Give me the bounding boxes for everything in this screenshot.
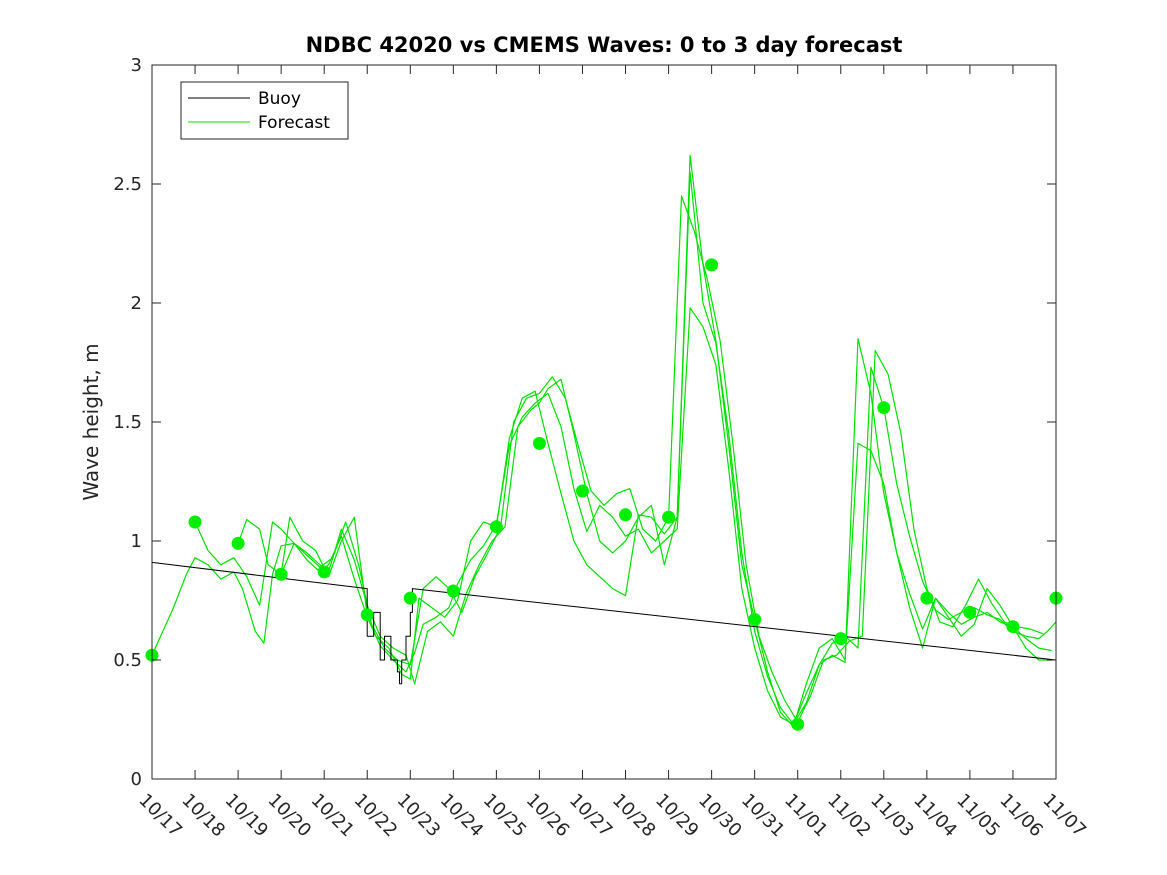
observation-marker <box>920 591 934 605</box>
y-tick-label: 0.5 <box>113 650 142 671</box>
observation-marker <box>877 401 891 415</box>
observation-marker <box>791 717 805 731</box>
y-tick-label: 2.5 <box>113 174 142 195</box>
observation-marker <box>619 508 632 522</box>
buoy-series-line <box>151 561 1057 685</box>
legend-buoy-label: Buoy <box>258 89 301 109</box>
observation-marker <box>532 436 546 450</box>
legend-box <box>180 81 349 140</box>
y-axis-label: Wave height, m <box>79 343 103 500</box>
observation-marker <box>360 608 374 622</box>
observation-marker <box>317 565 331 579</box>
observation-marker <box>231 536 245 550</box>
observation-marker <box>489 520 503 534</box>
observation-marker <box>662 510 676 524</box>
marker-layer <box>145 258 1063 731</box>
forecast-series-line <box>280 171 1052 725</box>
observation-marker <box>274 567 288 581</box>
legend-forecast-label: Forecast <box>258 113 330 133</box>
y-tick-label: 0 <box>131 769 142 790</box>
observation-marker <box>1006 620 1020 634</box>
y-tick-label: 1.5 <box>113 412 142 433</box>
observation-marker <box>446 584 460 598</box>
observation-marker <box>705 258 719 272</box>
y-tick-label: 1 <box>131 531 142 552</box>
observation-marker <box>834 632 848 646</box>
observation-marker <box>748 613 762 626</box>
series-layer <box>151 154 1057 728</box>
legend: Buoy Forecast <box>180 81 349 140</box>
y-tick-label: 2 <box>131 293 142 314</box>
plot-area <box>152 65 1056 779</box>
observation-marker <box>963 605 977 619</box>
observation-marker <box>576 484 589 498</box>
chart-title: NDBC 42020 vs CMEMS Waves: 0 to 3 day fo… <box>306 33 903 57</box>
observation-marker <box>188 515 202 529</box>
observation-marker <box>403 591 417 605</box>
y-tick-label: 3 <box>131 55 142 76</box>
